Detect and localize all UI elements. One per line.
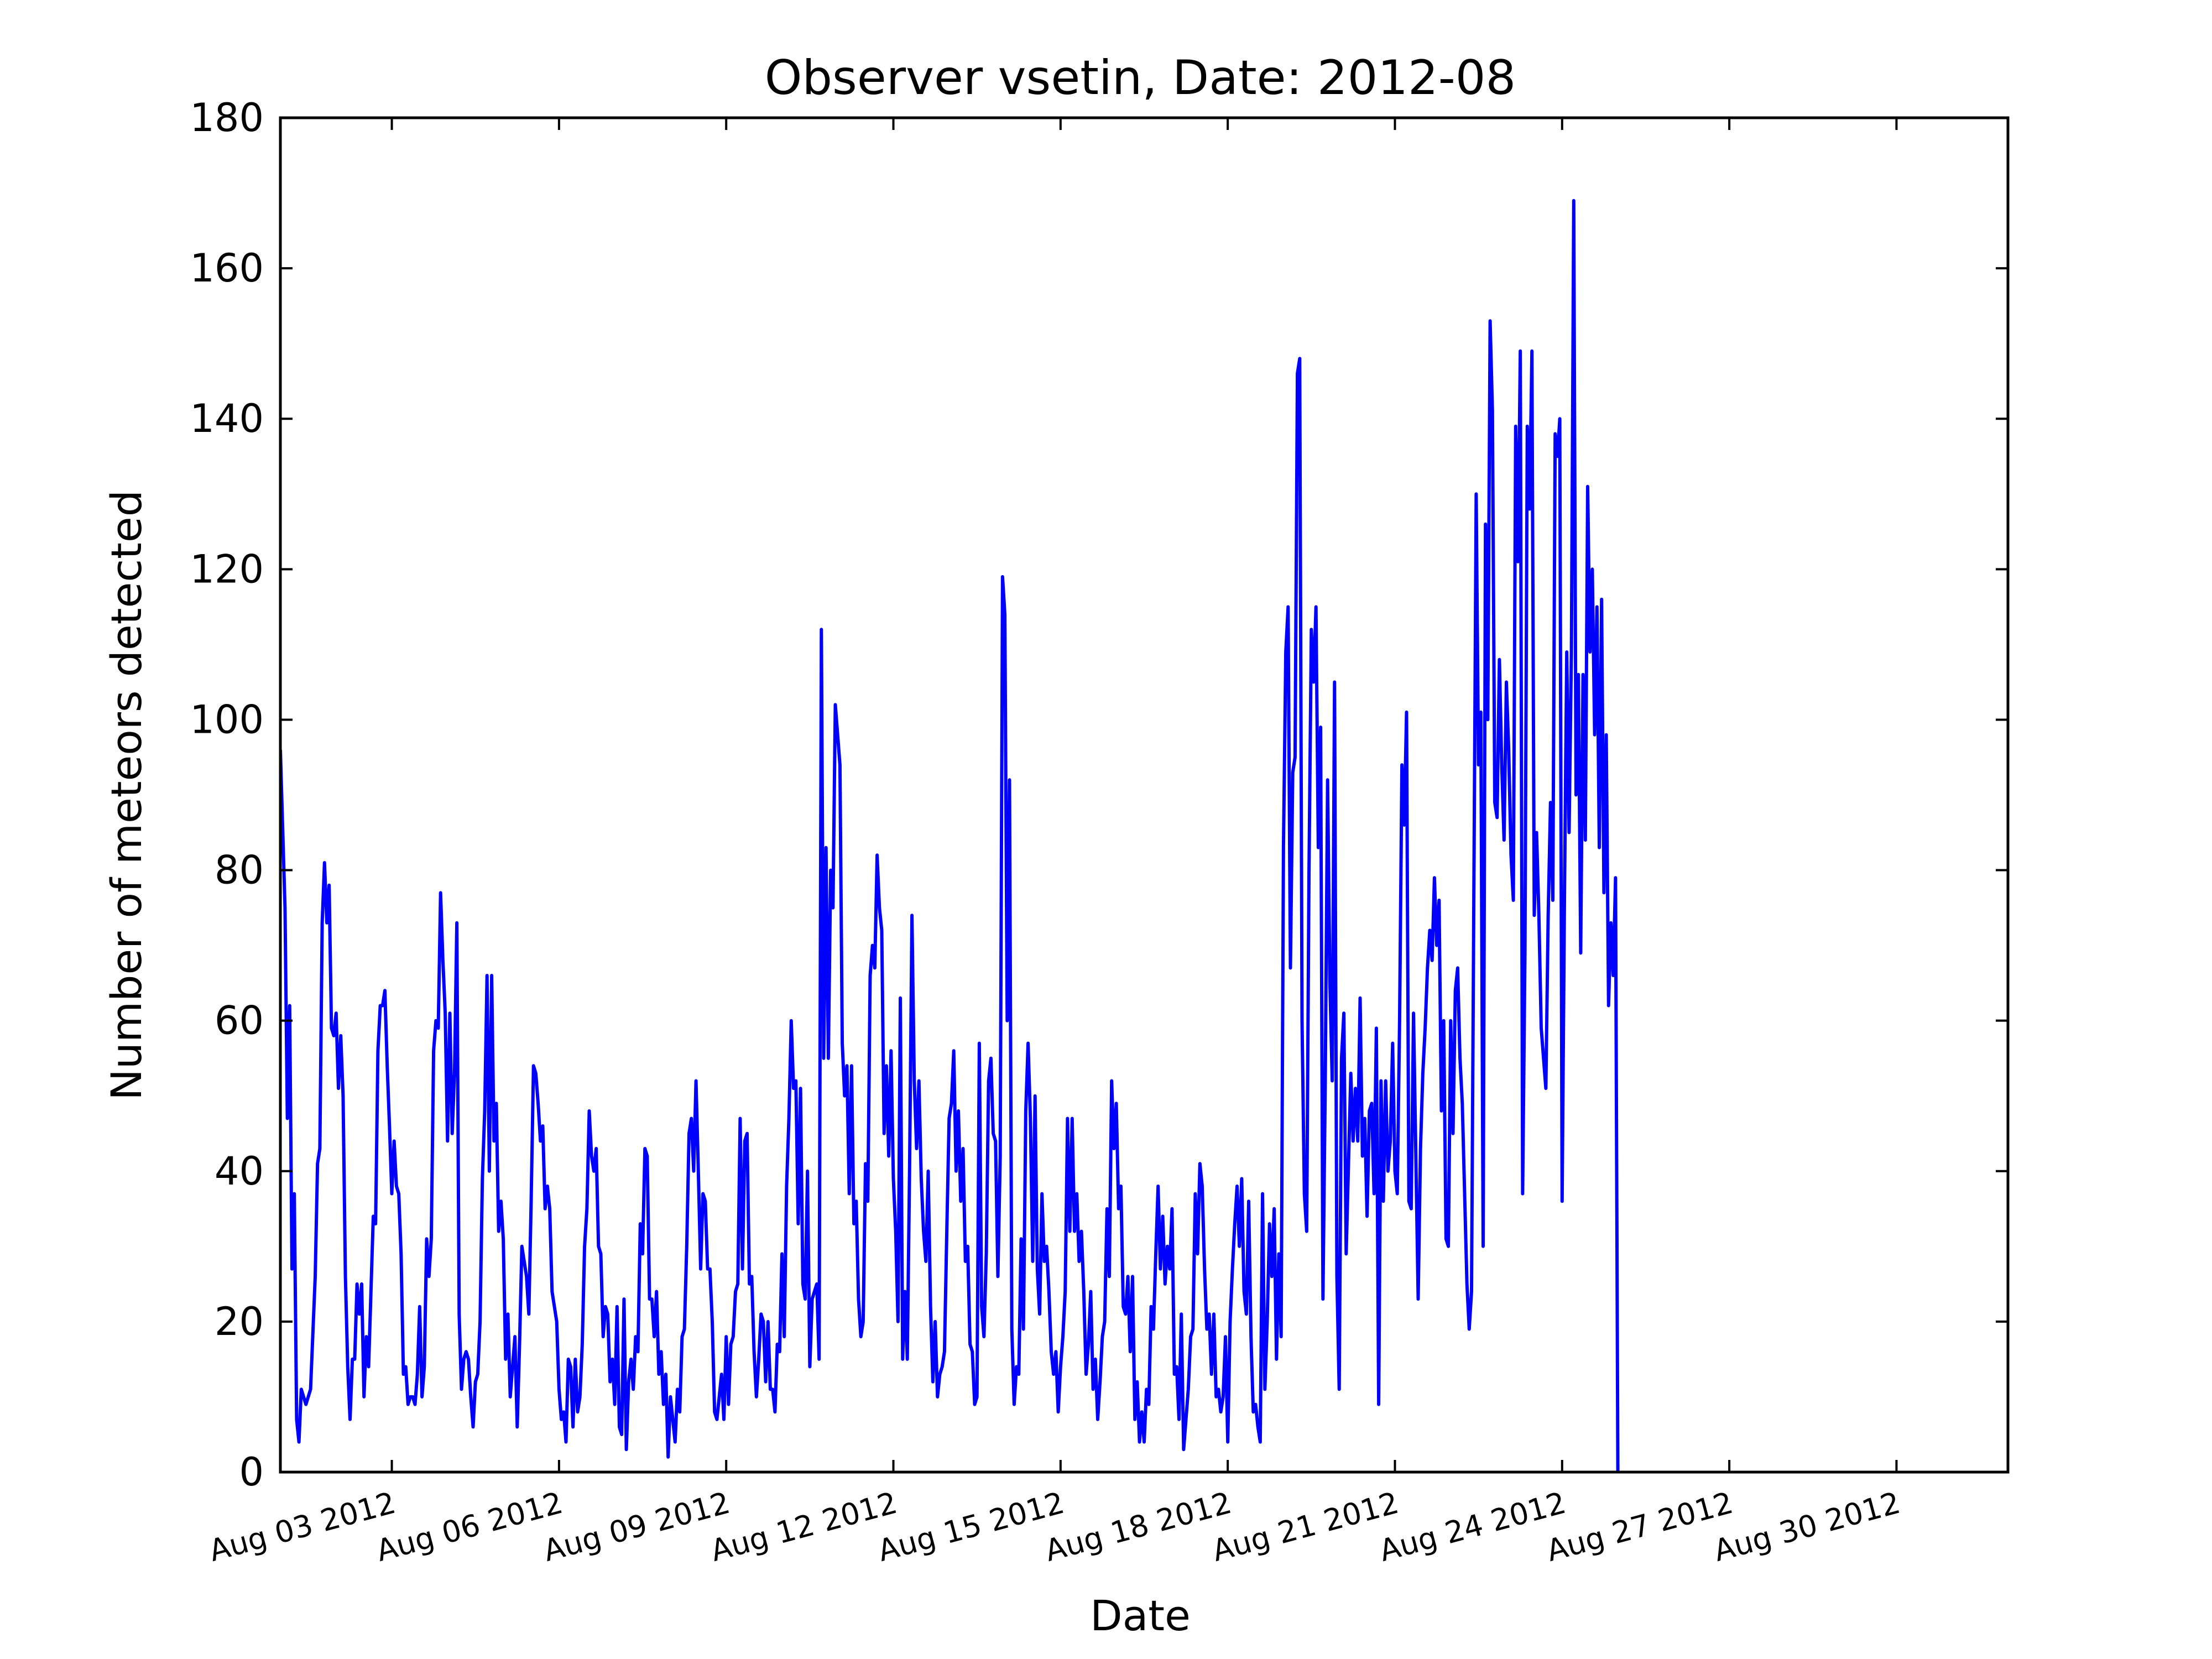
x-axis-label: Date (1090, 1591, 1191, 1640)
plot-frame (279, 116, 2010, 1474)
y-tick-label: 20 (215, 1299, 264, 1344)
y-tick-label: 80 (215, 848, 264, 893)
y-tick-label: 0 (239, 1449, 264, 1495)
y-axis: 0 20 40 60 80 100 120 140 160 180 (190, 95, 2008, 1495)
y-tick-label: 40 (215, 1149, 264, 1194)
y-tick-label: 60 (215, 998, 264, 1044)
y-tick-label: 140 (190, 396, 264, 441)
y-axis-label: Number of meteors detected (102, 490, 151, 1100)
chart-title: Observer vsetin, Date: 2012-08 (765, 50, 1516, 106)
y-tick-label: 100 (190, 697, 264, 742)
y-tick-label: 160 (190, 246, 264, 291)
y-tick-label: 120 (190, 546, 264, 592)
plot-area (279, 116, 2010, 1474)
series-line-meteor-count (280, 199, 1620, 1472)
y-tick-label: 180 (190, 95, 264, 140)
